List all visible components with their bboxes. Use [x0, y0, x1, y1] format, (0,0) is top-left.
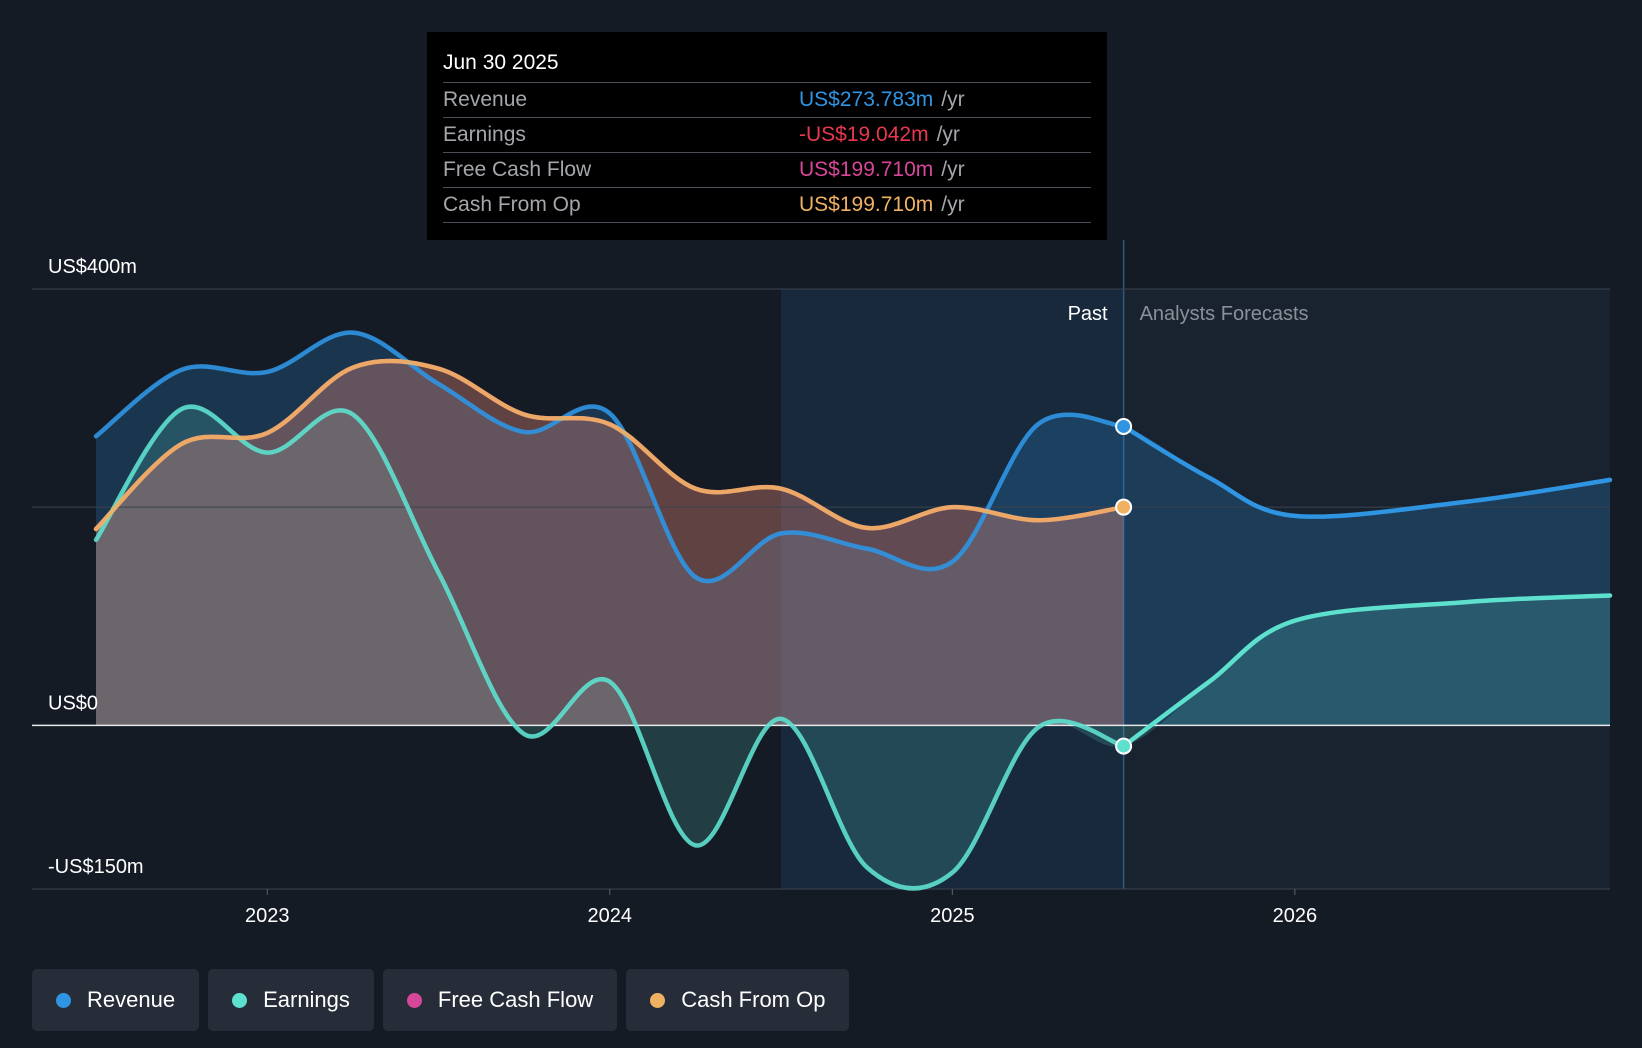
legend-label: Earnings: [263, 987, 350, 1012]
tooltip-row-free-cash-flow: Free Cash Flow US$199.710m /yr: [443, 153, 1091, 188]
legend-item-earnings[interactable]: Earnings: [208, 969, 374, 1031]
recent-period-highlight: [781, 289, 1124, 889]
area-cash-from-op: [96, 361, 1124, 726]
legend-dot-icon: [56, 992, 71, 1008]
legend-item-cash-from-op[interactable]: Cash From Op: [626, 969, 850, 1031]
y-tick-label: -US$150m: [48, 856, 144, 878]
x-tick-label: 2026: [1273, 905, 1318, 927]
tooltip-row-cash-from-op: Cash From Op US$199.710m /yr: [443, 188, 1091, 223]
tooltip-unit: /yr: [941, 158, 965, 181]
legend-dot-icon: [650, 992, 666, 1008]
tooltip-unit: /yr: [941, 88, 965, 111]
legend-label: Cash From Op: [681, 987, 826, 1012]
tooltip-value: US$199.710m: [799, 158, 934, 181]
x-tick-label: 2023: [245, 905, 290, 927]
line-forecast-earnings: [1121, 593, 1613, 749]
tooltip-value: -US$19.042m: [799, 123, 929, 146]
tooltip-label: Free Cash Flow: [443, 158, 592, 181]
past-label: Past: [1068, 303, 1108, 325]
tooltip-unit: /yr: [941, 193, 965, 216]
tooltip: Jun 30 2025 Revenue US$273.783m /yr Earn…: [427, 32, 1107, 240]
tooltip-date: Jun 30 2025: [443, 48, 1091, 83]
tooltip-label: Revenue: [443, 88, 528, 111]
marker-cash-from-op: [1115, 498, 1133, 516]
y-tick-label: US$400m: [48, 256, 137, 278]
legend-item-revenue[interactable]: Revenue: [32, 969, 200, 1031]
tooltip-value: US$273.783m: [799, 88, 934, 111]
tooltip-row-earnings: Earnings -US$19.042m /yr: [443, 118, 1091, 153]
y-tick-label: US$0: [48, 692, 98, 714]
legend: Revenue Earnings Free Cash Flow Cash Fro…: [32, 969, 850, 1031]
forecast-region: [1123, 289, 1610, 889]
tooltip-value: US$199.710m: [799, 193, 934, 216]
line-revenue: [93, 330, 1126, 584]
x-tick-label: 2024: [588, 905, 633, 927]
line-earnings: [93, 404, 1126, 891]
legend-label: Free Cash Flow: [437, 987, 594, 1012]
legend-dot-icon: [232, 992, 248, 1008]
legend-label: Revenue: [87, 987, 176, 1012]
line-cash-from-op: [93, 358, 1126, 532]
tooltip-label: Cash From Op: [443, 193, 581, 216]
tooltip-unit: /yr: [936, 123, 960, 146]
area-free-cash-flow: [96, 361, 1124, 726]
line-forecast-revenue: [1121, 424, 1613, 519]
forecasts-label: Analysts Forecasts: [1140, 303, 1309, 325]
x-tick-label: 2025: [930, 905, 975, 927]
tooltip-row-revenue: Revenue US$273.783m /yr: [443, 83, 1091, 118]
tooltip-label: Earnings: [443, 123, 526, 146]
legend-item-free-cash-flow[interactable]: Free Cash Flow: [382, 969, 618, 1031]
area-earnings: [96, 406, 1610, 889]
marker-revenue: [1115, 417, 1133, 435]
marker-earnings: [1115, 737, 1133, 755]
area-revenue: [96, 332, 1610, 726]
legend-dot-icon: [406, 992, 422, 1008]
